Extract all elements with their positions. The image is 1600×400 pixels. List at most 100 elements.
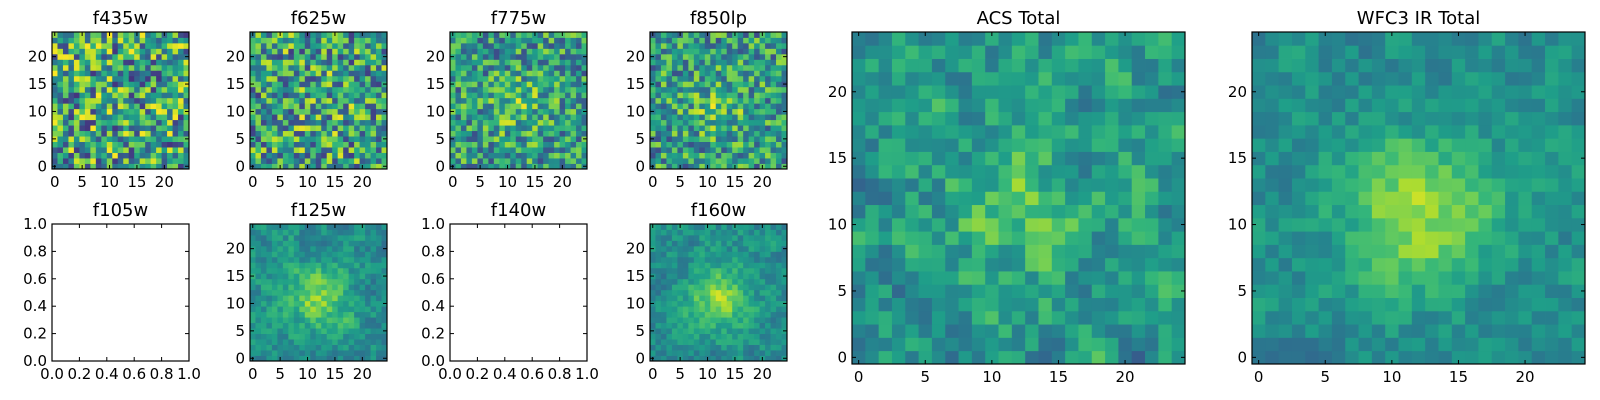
heatmap-cell: [304, 64, 311, 71]
heatmap-cell: [776, 86, 782, 93]
heatmap-cell: [288, 311, 295, 318]
heatmap-cell: [1252, 257, 1266, 272]
heatmap-cell: [145, 141, 152, 148]
x-tick-label: 15: [325, 173, 344, 191]
heatmap-cell: [370, 278, 377, 285]
heatmap-cell: [348, 262, 355, 269]
heatmap-cell: [1118, 138, 1133, 152]
heatmap-cell: [677, 284, 684, 291]
heatmap-cell: [704, 70, 711, 77]
heatmap-cell: [326, 311, 333, 318]
heatmap-cell: [905, 85, 919, 99]
heatmap-cell: [688, 163, 695, 170]
heatmap-cell: [1171, 164, 1186, 179]
heatmap-cell: [1158, 191, 1173, 206]
heatmap-cell: [370, 339, 377, 345]
y-tick-label: 0.4: [23, 297, 47, 315]
heatmap-cell: [266, 75, 273, 82]
heatmap-cell: [878, 98, 893, 113]
heatmap-cell: [918, 204, 933, 219]
heatmap-cell: [266, 70, 273, 77]
heatmap-cell: [776, 37, 782, 44]
heatmap-cell: [1145, 271, 1159, 285]
heatmap-cell: [504, 53, 511, 60]
heatmap-cell: [101, 103, 108, 110]
heatmap-cell: [321, 322, 328, 329]
heatmap-cell: [688, 278, 695, 285]
heatmap-cell: [326, 224, 333, 230]
heatmap-cell: [499, 141, 506, 148]
heatmap-cell: [128, 59, 135, 66]
heatmap-cell: [1531, 257, 1546, 272]
heatmap-cell: [315, 86, 322, 93]
heatmap-cell: [748, 278, 755, 285]
heatmap-cell: [260, 333, 267, 340]
heatmap-cell: [359, 273, 366, 280]
heatmap-cell: [73, 103, 80, 110]
heatmap-cell: [482, 97, 489, 104]
heatmap-cell: [315, 48, 322, 55]
heatmap-cell: [737, 256, 744, 263]
heatmap-cell: [715, 267, 722, 274]
heatmap-cell: [704, 284, 711, 291]
heatmap-cell: [299, 103, 306, 110]
heatmap-cell: [666, 163, 673, 170]
heatmap-cell: [57, 147, 64, 153]
heatmap-cell: [1438, 350, 1453, 365]
heatmap-cell: [776, 229, 782, 236]
heatmap-cell: [90, 37, 97, 44]
heatmap-cell: [299, 306, 306, 313]
heatmap-cell: [299, 344, 306, 351]
heatmap-cell: [748, 300, 755, 307]
heatmap-cell: [759, 344, 766, 351]
heatmap-cell: [526, 64, 533, 71]
heatmap-cell: [765, 350, 771, 356]
heatmap-cell: [726, 147, 733, 153]
heatmap-cell: [68, 125, 75, 132]
heatmap-cell: [123, 92, 130, 99]
heatmap-cell: [1252, 271, 1266, 285]
heatmap-cell: [699, 333, 706, 340]
heatmap-cell: [271, 125, 278, 132]
heatmap-cell: [1105, 204, 1119, 219]
heatmap-cell: [581, 86, 588, 93]
heatmap-cell: [145, 64, 152, 71]
heatmap-cell: [1291, 204, 1306, 219]
heatmap-cell: [776, 92, 782, 99]
heatmap-cell: [250, 103, 256, 110]
heatmap-cell: [515, 48, 522, 55]
heatmap-cell: [337, 147, 344, 153]
heatmap-cell: [101, 108, 108, 115]
heatmap-cell: [282, 224, 289, 230]
heatmap-cell: [759, 108, 766, 115]
heatmap-cell: [581, 147, 588, 153]
heatmap-cell: [271, 322, 278, 329]
heatmap-cell: [84, 32, 91, 38]
heatmap-cell: [321, 262, 328, 269]
heatmap-cell: [666, 136, 673, 142]
heatmap-cell: [1252, 231, 1266, 245]
heatmap-cell: [710, 300, 717, 307]
heatmap-cell: [759, 267, 766, 274]
heatmap-cell: [1025, 85, 1039, 99]
heatmap-cell: [852, 244, 866, 259]
heatmap-cell: [704, 103, 711, 110]
heatmap-cell: [315, 64, 322, 71]
y-tick-label: 0.8: [23, 242, 47, 260]
heatmap-cell: [650, 311, 656, 318]
heatmap-cell: [581, 92, 588, 99]
heatmap-cell: [1545, 244, 1559, 259]
heatmap-cell: [985, 164, 999, 179]
heatmap-cell: [770, 251, 777, 258]
heatmap-cell: [1252, 324, 1266, 338]
heatmap-cell: [1011, 324, 1026, 338]
heatmap-cell: [167, 108, 173, 115]
heatmap-cell: [499, 37, 506, 44]
heatmap-cell: [521, 59, 528, 66]
heatmap-cell: [293, 328, 300, 334]
heatmap-cell: [504, 48, 511, 55]
heatmap-cell: [570, 152, 577, 159]
heatmap-cell: [852, 191, 866, 206]
heatmap-cell: [304, 284, 311, 291]
heatmap-cell: [677, 64, 684, 71]
